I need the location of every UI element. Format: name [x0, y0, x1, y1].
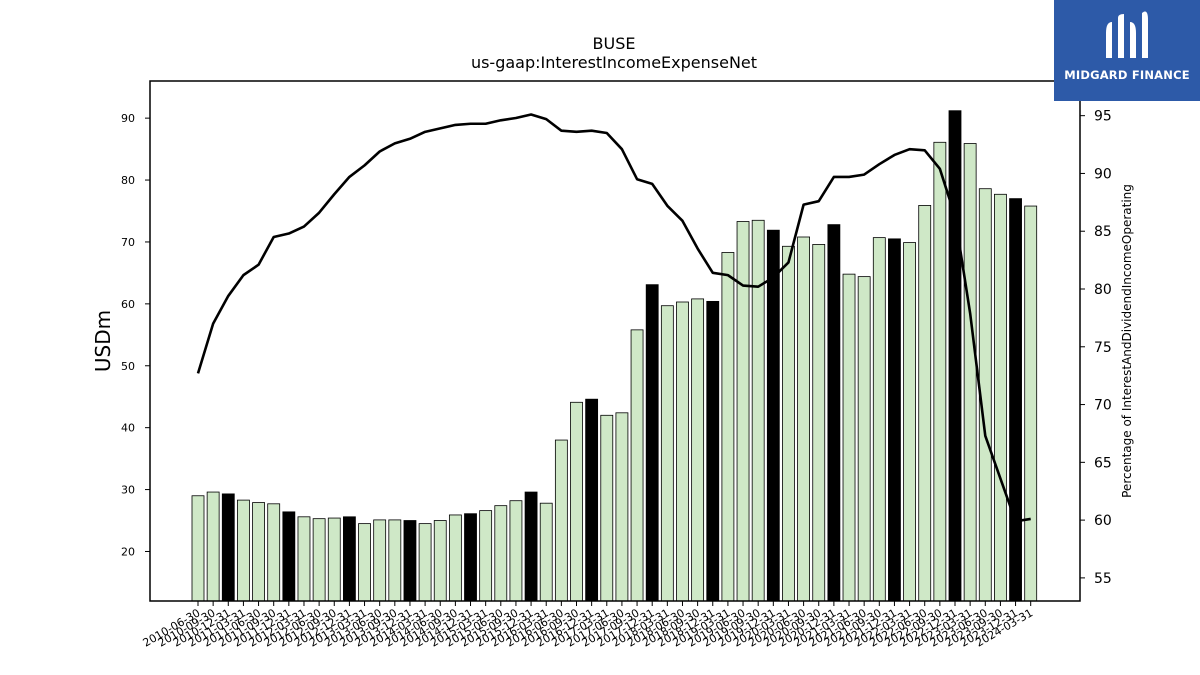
y-tick-label: 20 — [121, 545, 135, 558]
bar — [494, 505, 508, 602]
bar — [448, 514, 462, 602]
line-path — [196, 113, 1031, 523]
bar — [221, 493, 235, 602]
bar — [312, 518, 326, 602]
bar — [206, 491, 220, 602]
y-tick-label: 70 — [121, 236, 135, 249]
left-y-axis: 20 30 40 50 60 70 80 90 — [121, 112, 150, 558]
bar — [782, 245, 795, 602]
bar — [403, 520, 417, 602]
y2-tick-label: 85 — [1094, 224, 1112, 240]
right-y-axis: 55 60 65 70 75 80 85 90 95 — [1080, 109, 1112, 587]
bar — [615, 412, 629, 602]
bar — [388, 519, 402, 602]
y2-axis-label: Percentage of InterestAndDividendIncomeO… — [1120, 184, 1134, 498]
bar — [963, 143, 977, 602]
y-tick-label: 30 — [121, 484, 135, 497]
chart-title: BUSE — [593, 34, 636, 53]
y-tick-label: 40 — [121, 422, 135, 435]
logo: MIDGARD FINANCE — [1054, 0, 1200, 101]
bar — [676, 301, 689, 602]
bar — [812, 244, 826, 602]
y-tick-label: 80 — [121, 174, 135, 187]
bar — [691, 298, 705, 602]
logo-text: MIDGARD FINANCE — [1064, 68, 1190, 82]
bar — [539, 502, 553, 602]
bar — [888, 238, 901, 602]
bar — [903, 242, 916, 602]
bar-series — [191, 110, 1038, 602]
bar — [751, 219, 765, 602]
bar — [827, 224, 841, 602]
bar — [554, 439, 568, 602]
bar — [524, 491, 538, 602]
y-axis-label: USDm — [91, 310, 115, 372]
bar — [464, 513, 477, 602]
bar — [948, 110, 962, 602]
bar — [706, 300, 720, 602]
bar — [600, 414, 614, 602]
y2-tick-label: 80 — [1094, 282, 1112, 298]
bar — [418, 523, 432, 602]
y2-tick-label: 70 — [1094, 398, 1112, 414]
y-tick-label: 90 — [121, 112, 135, 125]
bar — [1009, 198, 1022, 602]
bar — [797, 236, 810, 602]
bar — [766, 229, 780, 602]
bar — [342, 516, 356, 602]
bar — [479, 510, 493, 602]
bar — [252, 502, 265, 602]
line-series — [196, 113, 1031, 523]
y2-tick-label: 75 — [1094, 340, 1112, 356]
bar — [373, 519, 387, 602]
bar — [918, 205, 932, 602]
bar — [630, 329, 644, 602]
midgard-m-icon — [1106, 11, 1148, 58]
y-tick-label: 50 — [121, 360, 135, 373]
bar — [509, 500, 523, 602]
bar — [282, 511, 296, 602]
bar — [585, 398, 599, 602]
bar — [267, 503, 281, 602]
bar — [660, 305, 674, 602]
y2-tick-label: 95 — [1094, 109, 1112, 125]
plot-frame — [149, 80, 1081, 602]
bar — [645, 284, 659, 602]
bar — [736, 221, 750, 602]
bar — [297, 516, 311, 602]
bar — [570, 401, 583, 602]
x-axis: 2010-06-302010-09-302010-12-312011-03-31… — [141, 601, 1035, 650]
bar — [933, 141, 947, 602]
bar — [358, 523, 371, 602]
bar — [842, 273, 856, 602]
y-tick-label: 60 — [121, 298, 135, 311]
bar — [237, 499, 250, 602]
bar — [857, 276, 871, 602]
bar — [433, 520, 447, 602]
y2-tick-label: 65 — [1094, 455, 1112, 471]
y2-tick-label: 55 — [1094, 571, 1112, 587]
y2-tick-label: 60 — [1094, 513, 1112, 529]
bar — [327, 517, 341, 602]
bar — [191, 495, 205, 602]
chart-subtitle: us-gaap:InterestIncomeExpenseNet — [471, 53, 757, 72]
bar — [872, 237, 886, 602]
y2-tick-label: 90 — [1094, 166, 1112, 182]
bar — [994, 193, 1007, 602]
bar — [1024, 205, 1038, 602]
bar — [721, 252, 735, 602]
